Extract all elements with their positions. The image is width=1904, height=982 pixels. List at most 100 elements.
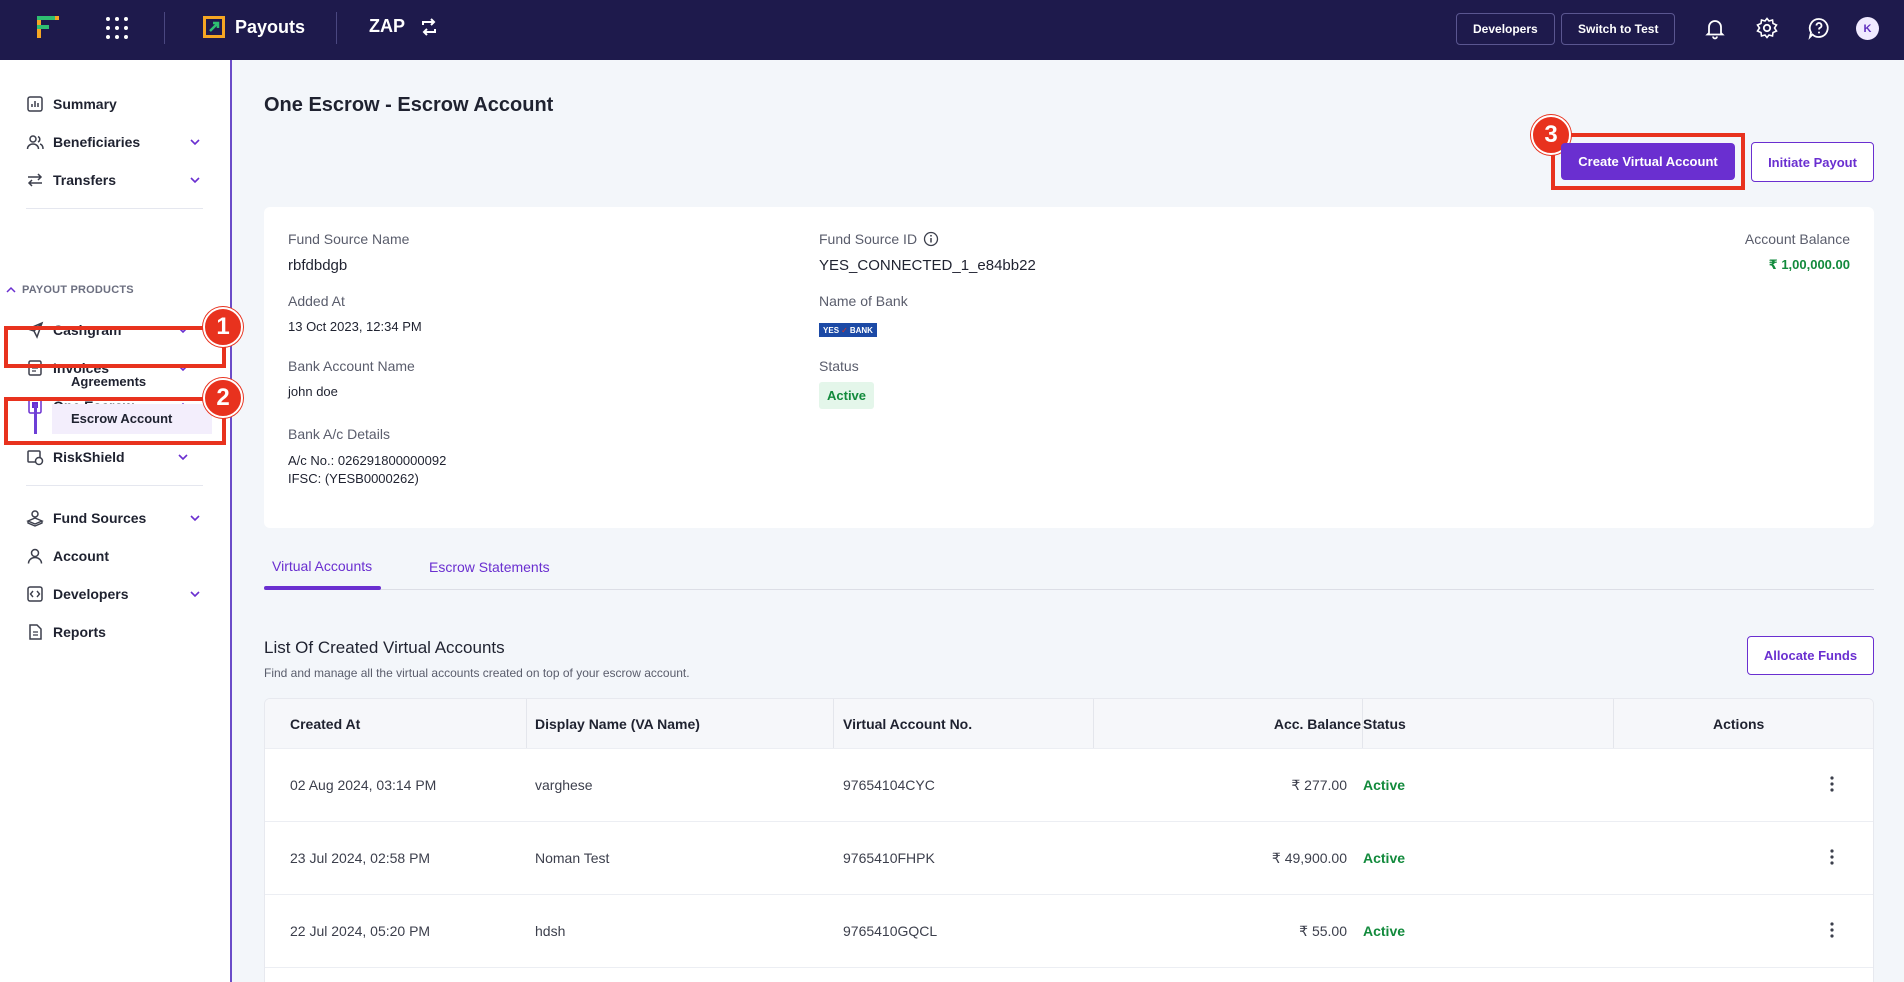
gear-icon[interactable] (1755, 16, 1779, 40)
users-icon (26, 135, 44, 150)
fund-source-id-label: Fund Source ID (819, 231, 918, 247)
bank-logo-text-right: BANK (849, 325, 873, 335)
column-header-status[interactable]: Status (1363, 716, 1406, 732)
callout-badge-2: 2 (203, 378, 243, 418)
cell-display-name: varghese (535, 777, 593, 793)
bank-account-name-label: Bank Account Name (288, 358, 415, 374)
sidebar-item-reports[interactable]: Reports (26, 618, 201, 646)
cashfree-logo[interactable] (34, 12, 64, 42)
more-options-icon[interactable] (1825, 848, 1839, 866)
column-header-actions: Actions (1713, 716, 1765, 732)
help-icon[interactable] (1807, 16, 1831, 40)
create-virtual-account-button[interactable]: Create Virtual Account (1561, 143, 1735, 180)
cell-balance: ₹ 277.00 (1291, 777, 1347, 793)
fund-sources-icon (26, 510, 44, 527)
cell-display-name: Noman Test (535, 850, 610, 866)
sidebar-item-label: Transfers (53, 172, 117, 188)
sidebar-item-label: Fund Sources (53, 510, 147, 526)
switch-arrows-icon (422, 17, 436, 36)
column-divider (1093, 699, 1094, 748)
active-item-highlight (52, 404, 212, 434)
column-divider (526, 699, 527, 748)
account-number: A/c No.: 026291800000092 (288, 453, 447, 468)
virtual-accounts-table: Created At Display Name (VA Name) Virtua… (264, 698, 1874, 982)
column-header-balance[interactable]: Acc. Balance (1273, 716, 1361, 732)
developers-button[interactable]: Developers (1456, 13, 1555, 45)
sidebar-item-label: Reports (53, 624, 106, 640)
sidebar-item-riskshield[interactable]: RiskShield (26, 443, 189, 471)
code-icon (27, 586, 43, 602)
bank-logo-tick: ✓ (841, 325, 848, 335)
added-at-value: 13 Oct 2023, 12:34 PM (288, 319, 422, 334)
chevron-up-icon (6, 286, 16, 293)
zap-switcher[interactable]: ZAP (369, 16, 439, 37)
zap-label: ZAP (369, 16, 405, 36)
sidebar-item-summary[interactable]: Summary (26, 90, 201, 118)
cell-created-at: 23 Jul 2024, 02:58 PM (290, 850, 431, 866)
cell-balance: ₹ 55.00 (1299, 923, 1347, 939)
sidebar-subitem-escrow-account[interactable]: Escrow Account (71, 411, 173, 426)
sidebar-item-fund-sources[interactable]: Fund Sources (26, 504, 201, 532)
fund-source-name-value: rbfdbdgb (288, 257, 348, 274)
chevron-down-icon[interactable] (189, 136, 201, 148)
chevron-down-icon[interactable] (189, 512, 201, 524)
added-at-label: Added At (288, 293, 345, 309)
table-row[interactable]: 02 Aug 2024, 03:14 PM varghese 97654104C… (265, 748, 1873, 821)
column-divider (1362, 699, 1363, 748)
tab-virtual-accounts[interactable]: Virtual Accounts (272, 558, 373, 574)
list-subtitle: Find and manage all the virtual accounts… (264, 666, 690, 680)
sidebar-item-developers[interactable]: Developers (26, 580, 201, 608)
bank-logo-text-left: YES (823, 325, 840, 335)
active-tab-indicator (264, 586, 381, 590)
info-icon[interactable] (923, 231, 939, 247)
cell-va-number: 9765410GQCL (843, 923, 938, 939)
allocate-funds-button[interactable]: Allocate Funds (1747, 636, 1874, 675)
app-grid-icon[interactable] (106, 17, 128, 39)
fund-source-details-card: Fund Source Name rbfdbdgb Added At 13 Oc… (264, 207, 1874, 528)
tab-escrow-statements[interactable]: Escrow Statements (429, 559, 550, 575)
sidebar: Summary Beneficiaries Transfers PAYOUT P… (0, 60, 232, 982)
report-icon (29, 624, 42, 640)
status-label: Status (819, 358, 859, 374)
yes-bank-logo: YES ✓ BANK (819, 323, 877, 337)
sidebar-item-beneficiaries[interactable]: Beneficiaries (26, 128, 201, 156)
list-title: List Of Created Virtual Accounts (264, 638, 505, 657)
chevron-down-icon[interactable] (189, 588, 201, 600)
callout-box-2 (4, 397, 226, 445)
divider (336, 12, 337, 44)
section-title-label: PAYOUT PRODUCTS (22, 284, 134, 296)
cell-status: Active (1363, 777, 1406, 793)
callout-box-3 (1551, 133, 1745, 190)
sidebar-item-label: Developers (53, 586, 129, 602)
product-switcher[interactable]: Payouts (203, 16, 305, 38)
bell-icon[interactable] (1703, 16, 1727, 40)
column-divider (1613, 699, 1614, 748)
fund-source-name-label: Fund Source Name (288, 231, 410, 247)
more-options-icon[interactable] (1825, 921, 1839, 939)
user-avatar[interactable]: K (1856, 17, 1879, 40)
chevron-down-icon[interactable] (177, 451, 189, 463)
more-options-icon[interactable] (1825, 775, 1839, 793)
table-row[interactable] (265, 967, 1873, 982)
column-header-va-number[interactable]: Virtual Account No. (843, 716, 973, 732)
table-row[interactable]: 23 Jul 2024, 02:58 PM Noman Test 9765410… (265, 821, 1873, 894)
user-icon (27, 548, 43, 564)
sidebar-item-transfers[interactable]: Transfers (26, 166, 201, 194)
sidebar-item-account[interactable]: Account (26, 542, 201, 570)
column-header-created-at[interactable]: Created At (290, 716, 361, 732)
sidebar-subitem-agreements[interactable]: Agreements (71, 374, 147, 389)
table-row[interactable]: 22 Jul 2024, 05:20 PM hdsh 9765410GQCL ₹… (265, 894, 1873, 967)
column-header-display-name[interactable]: Display Name (VA Name) (535, 716, 700, 732)
cell-status: Active (1363, 923, 1406, 939)
chevron-down-icon[interactable] (189, 174, 201, 186)
section-title-payout-products[interactable]: PAYOUT PRODUCTS (6, 284, 134, 296)
switch-to-test-button[interactable]: Switch to Test (1561, 13, 1676, 45)
initiate-payout-button[interactable]: Initiate Payout (1751, 142, 1874, 182)
cell-balance: ₹ 49,900.00 (1271, 850, 1347, 866)
cell-created-at: 22 Jul 2024, 05:20 PM (290, 923, 431, 939)
cell-va-number: 97654104CYC (843, 777, 935, 793)
sidebar-item-label: Summary (53, 96, 117, 112)
sidebar-item-label: Beneficiaries (53, 134, 141, 150)
bank-name-label: Name of Bank (819, 293, 908, 309)
sidebar-item-label: RiskShield (53, 449, 125, 465)
